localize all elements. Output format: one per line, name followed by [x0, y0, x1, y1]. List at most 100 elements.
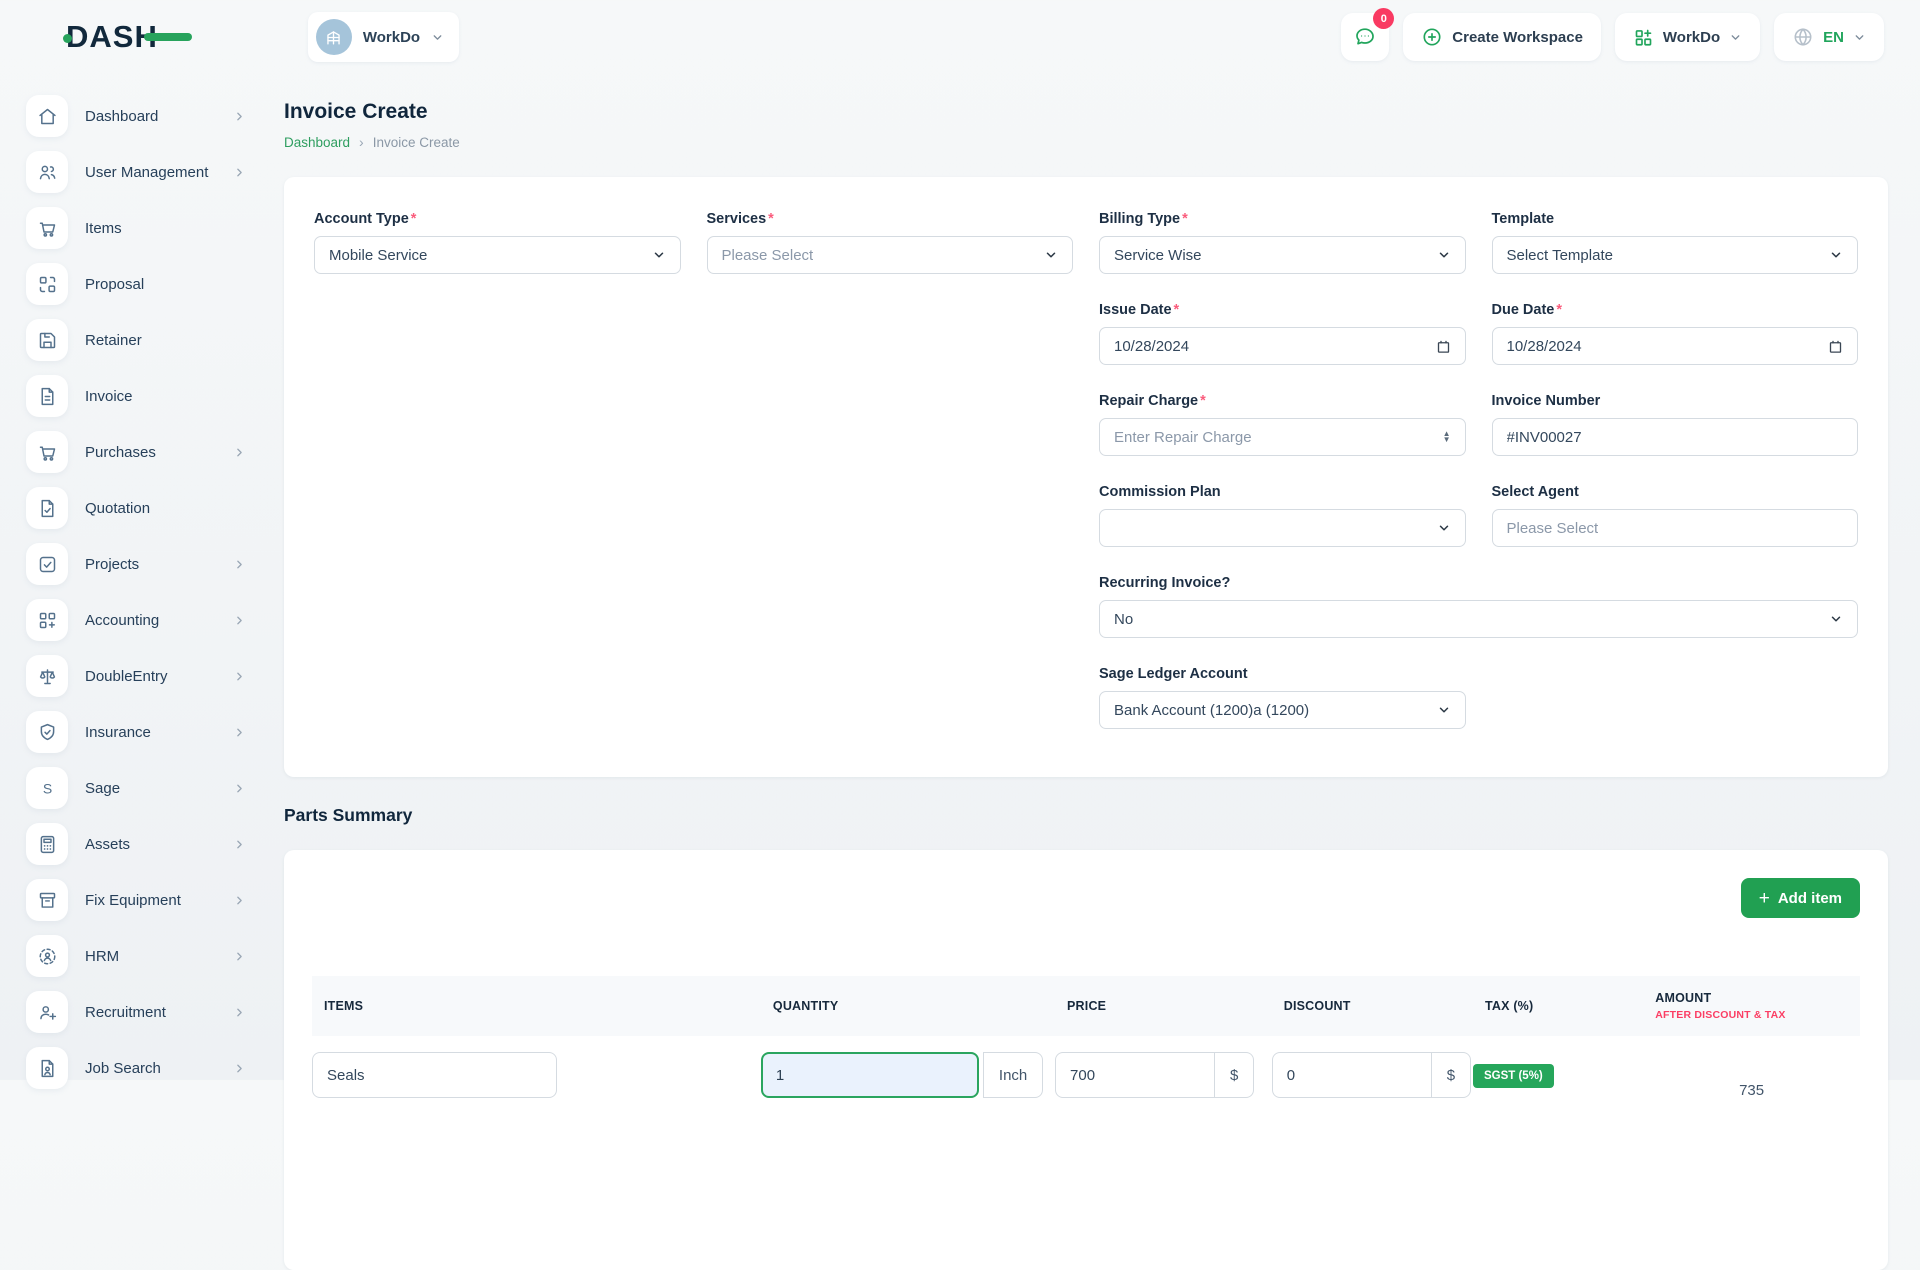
number-spinner[interactable]: ▲ ▼	[1442, 429, 1451, 444]
sage-ledger-account-select[interactable]: Bank Account (1200)a (1200)	[1099, 691, 1466, 729]
header-items: ITEMS	[312, 976, 761, 1036]
discount-input[interactable]	[1271, 1052, 1432, 1098]
app-logo[interactable]: DASH	[63, 19, 192, 55]
sidebar-item-doubleentry[interactable]: DoubleEntry	[26, 648, 260, 704]
proposal-icon	[26, 263, 68, 305]
messages-button[interactable]: 0	[1341, 8, 1395, 61]
sidebar-item-proposal[interactable]: Proposal	[26, 256, 260, 312]
recurring-invoice-select[interactable]: No	[1099, 600, 1858, 638]
chevron-down-icon	[652, 248, 666, 262]
sidebar-item-fix-equipment[interactable]: Fix Equipment	[26, 872, 260, 928]
issue-date-label: Issue Date	[1099, 302, 1172, 318]
home-icon	[26, 95, 68, 137]
parts-table: ITEMS QUANTITY PRICE DISCOUNT TAX (%) AM…	[312, 976, 1860, 1099]
template-select[interactable]: Select Template	[1491, 236, 1858, 274]
sidebar-item-label: Purchases	[85, 443, 156, 461]
sidebar-item-sage[interactable]: S Sage	[26, 760, 260, 816]
sidebar-item-purchases[interactable]: Purchases	[26, 424, 260, 480]
sidebar-item-dashboard[interactable]: Dashboard	[26, 88, 260, 144]
sidebar-item-recruitment[interactable]: Recruitment	[26, 984, 260, 1040]
sidebar-item-job-search[interactable]: Job Search	[26, 1040, 260, 1096]
sidebar-item-quotation[interactable]: Quotation	[26, 480, 260, 536]
field-invoice-number: Invoice Number #INV00027	[1491, 393, 1858, 456]
workspace-selector-label: WorkDo	[362, 28, 421, 46]
field-select-agent: Select Agent Please Select	[1491, 484, 1858, 547]
chevron-right-icon	[233, 670, 246, 683]
create-workspace-label: Create Workspace	[1452, 28, 1583, 46]
chevron-down-icon	[1044, 248, 1058, 262]
invoice-number-input[interactable]: #INV00027	[1491, 418, 1858, 456]
sidebar-item-label: DoubleEntry	[85, 667, 168, 685]
sidebar-item-user-management[interactable]: User Management	[26, 144, 260, 200]
services-select[interactable]: Please Select	[706, 236, 1073, 274]
sidebar-item-hrm[interactable]: HRM	[26, 928, 260, 984]
sidebar-item-label: Projects	[85, 555, 140, 573]
breadcrumb-dashboard-link[interactable]: Dashboard	[284, 134, 351, 150]
sidebar-item-label: Assets	[85, 835, 131, 853]
sidebar-item-label: Accounting	[85, 611, 160, 629]
sidebar-item-label: Quotation	[85, 499, 151, 517]
quantity-input[interactable]	[760, 1052, 979, 1098]
workspace-menu-button[interactable]: WorkDo	[1614, 13, 1761, 61]
chevron-right-icon	[233, 446, 246, 459]
page-title: Invoice Create	[284, 100, 428, 123]
required-marker: *	[410, 211, 417, 227]
sidebar-item-insurance[interactable]: Insurance	[26, 704, 260, 760]
sidebar-item-projects[interactable]: Projects	[26, 536, 260, 592]
header-price: PRICE	[1055, 976, 1272, 1036]
chevron-right-icon	[233, 894, 246, 907]
chevron-down-icon	[1437, 248, 1451, 262]
discount-currency-addon: $	[1431, 1052, 1472, 1098]
field-recurring-invoice: Recurring Invoice? No	[1099, 575, 1858, 638]
calendar-icon[interactable]	[1436, 339, 1451, 354]
services-label: Services	[706, 211, 767, 227]
plus-icon: +	[1758, 887, 1770, 909]
sidebar-item-label: Sage	[85, 779, 121, 797]
invoice-form-card: Account Type * Mobile Service Services * P…	[284, 177, 1888, 777]
topbar-actions: 0 Create Workspace WorkDo EN	[1341, 8, 1884, 61]
language-selector[interactable]: EN	[1774, 13, 1884, 61]
field-billing-type: Billing Type * Service Wise	[1099, 211, 1466, 274]
commission-plan-select[interactable]	[1099, 509, 1466, 547]
workspace-menu-label: WorkDo	[1662, 28, 1721, 46]
unit-addon: Inch	[982, 1052, 1044, 1098]
sidebar-item-items[interactable]: Items	[26, 200, 260, 256]
sidebar-item-assets[interactable]: Assets	[26, 816, 260, 872]
topbar: DASH WorkDo 0 Create Workspace	[0, 0, 1920, 74]
sidebar: Dashboard User Management Items Proposal…	[0, 88, 260, 1096]
calendar-icon[interactable]	[1828, 339, 1843, 354]
issue-date-input[interactable]: 10/28/2024	[1099, 327, 1466, 365]
billing-type-select[interactable]: Service Wise	[1099, 236, 1466, 274]
required-marker: *	[768, 211, 774, 227]
field-due-date: Due Date * 10/28/2024	[1491, 302, 1858, 365]
sidebar-item-retainer[interactable]: Retainer	[26, 312, 260, 368]
required-marker: *	[1556, 302, 1563, 318]
due-date-label: Due Date	[1491, 302, 1555, 318]
account-type-select[interactable]: Mobile Service	[314, 236, 681, 274]
select-agent-input[interactable]: Please Select	[1491, 509, 1858, 547]
chevron-down-icon	[1853, 31, 1866, 44]
sidebar-item-invoice[interactable]: Invoice	[26, 368, 260, 424]
logo-dot	[63, 34, 72, 43]
parts-summary-title: Parts Summary	[284, 805, 413, 825]
workspace-selector[interactable]: WorkDo	[307, 12, 460, 62]
repair-charge-input[interactable]: Enter Repair Charge ▲ ▼	[1099, 418, 1466, 456]
person-focus-icon	[26, 935, 68, 977]
price-input[interactable]	[1055, 1052, 1216, 1098]
field-repair-charge: Repair Charge * Enter Repair Charge ▲ ▼	[1099, 393, 1466, 456]
chevron-down-icon	[1829, 612, 1843, 626]
invoice-number-label: Invoice Number	[1491, 393, 1601, 409]
tax-badge[interactable]: SGST (5%)	[1472, 1064, 1554, 1088]
item-name-input[interactable]	[312, 1052, 557, 1098]
shield-icon	[26, 711, 68, 753]
repair-charge-label: Repair Charge	[1099, 393, 1199, 409]
recurring-invoice-label: Recurring Invoice?	[1099, 575, 1231, 591]
create-workspace-button[interactable]: Create Workspace	[1403, 13, 1601, 61]
sidebar-item-label: Insurance	[85, 723, 151, 741]
sidebar-item-label: Invoice	[85, 387, 133, 405]
due-date-input[interactable]: 10/28/2024	[1491, 327, 1858, 365]
sidebar-item-label: Dashboard	[85, 107, 159, 125]
messages-badge: 0	[1373, 8, 1395, 29]
add-item-button[interactable]: + Add item	[1740, 878, 1860, 918]
sidebar-item-accounting[interactable]: Accounting	[26, 592, 260, 648]
